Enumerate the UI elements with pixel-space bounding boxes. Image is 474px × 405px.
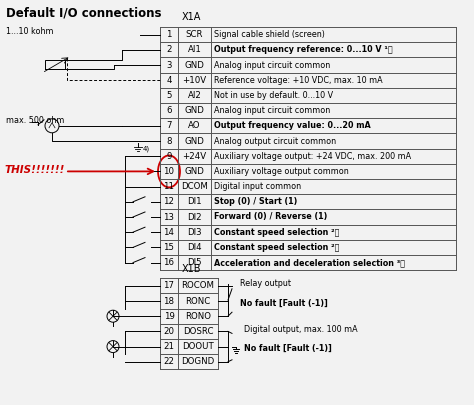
Text: 17: 17 <box>164 281 174 290</box>
Text: 1...10 kohm: 1...10 kohm <box>6 27 54 36</box>
Text: Output frequency value: 0...20 mA: Output frequency value: 0...20 mA <box>214 122 371 130</box>
Circle shape <box>107 310 119 322</box>
Text: Forward (0) / Reverse (1): Forward (0) / Reverse (1) <box>214 213 328 222</box>
Text: Auxiliary voltage output common: Auxiliary voltage output common <box>214 167 349 176</box>
Text: 14: 14 <box>164 228 174 237</box>
Text: RONC: RONC <box>185 296 210 305</box>
Text: Analog input circuit common: Analog input circuit common <box>214 106 330 115</box>
Circle shape <box>107 341 119 353</box>
Text: 13: 13 <box>164 213 174 222</box>
Text: GND: GND <box>184 106 204 115</box>
Text: 7: 7 <box>166 122 172 130</box>
Text: 20: 20 <box>164 327 174 336</box>
Text: RONO: RONO <box>185 312 211 321</box>
Text: Analog output circuit common: Analog output circuit common <box>214 136 336 145</box>
Text: 3: 3 <box>166 60 172 70</box>
Text: Default I/O connections: Default I/O connections <box>6 7 162 20</box>
Text: 19: 19 <box>164 312 174 321</box>
Text: DI3: DI3 <box>187 228 202 237</box>
Text: 4): 4) <box>143 145 150 151</box>
Text: 6: 6 <box>166 106 172 115</box>
FancyBboxPatch shape <box>45 60 65 69</box>
Text: Relay output: Relay output <box>240 279 291 288</box>
Text: DOSRC: DOSRC <box>183 327 213 336</box>
Text: AI1: AI1 <box>188 45 201 54</box>
Text: Constant speed selection ²⧯: Constant speed selection ²⧯ <box>214 243 339 252</box>
Text: Stop (0) / Start (1): Stop (0) / Start (1) <box>214 197 297 206</box>
Text: Digital output, max. 100 mA: Digital output, max. 100 mA <box>244 325 357 334</box>
Text: 10: 10 <box>164 167 174 176</box>
Text: 15: 15 <box>164 243 174 252</box>
Text: Analog input circuit common: Analog input circuit common <box>214 60 330 70</box>
Text: 5: 5 <box>166 91 172 100</box>
Text: SCR: SCR <box>186 30 203 39</box>
Text: 2: 2 <box>166 45 172 54</box>
Text: Signal cable shield (screen): Signal cable shield (screen) <box>214 30 325 39</box>
Text: 9: 9 <box>166 152 172 161</box>
Text: 4: 4 <box>166 76 172 85</box>
Text: Not in use by default. 0...10 V: Not in use by default. 0...10 V <box>214 91 333 100</box>
Text: AI2: AI2 <box>188 91 201 100</box>
Text: DOOUT: DOOUT <box>182 342 214 351</box>
Text: X1B: X1B <box>182 264 201 274</box>
Text: Acceleration and deceleration selection ³⧯: Acceleration and deceleration selection … <box>214 258 405 267</box>
Text: max. 500 ohm: max. 500 ohm <box>6 116 64 125</box>
Text: 16: 16 <box>164 258 174 267</box>
Text: DCOM: DCOM <box>181 182 208 191</box>
Text: Output frequency reference: 0...10 V ¹⧯: Output frequency reference: 0...10 V ¹⧯ <box>214 45 392 54</box>
Text: GND: GND <box>184 167 204 176</box>
Text: THIS!!!!!!!: THIS!!!!!!! <box>5 165 65 175</box>
Text: Auxiliary voltage output: +24 VDC, max. 200 mA: Auxiliary voltage output: +24 VDC, max. … <box>214 152 411 161</box>
Text: 11: 11 <box>164 182 174 191</box>
Text: Reference voltage: +10 VDC, max. 10 mA: Reference voltage: +10 VDC, max. 10 mA <box>214 76 383 85</box>
Text: DI2: DI2 <box>187 213 202 222</box>
Text: 12: 12 <box>164 197 174 206</box>
Text: 8: 8 <box>166 136 172 145</box>
Text: 21: 21 <box>164 342 174 351</box>
Text: Digital input common: Digital input common <box>214 182 301 191</box>
Text: No fault [Fault (-1)]: No fault [Fault (-1)] <box>240 298 328 307</box>
Text: DI4: DI4 <box>187 243 202 252</box>
Text: X1A: X1A <box>182 12 201 22</box>
Text: DOGND: DOGND <box>182 357 215 366</box>
Text: DI1: DI1 <box>187 197 202 206</box>
Text: +24V: +24V <box>182 152 207 161</box>
Text: AO: AO <box>188 122 201 130</box>
Text: 22: 22 <box>164 357 174 366</box>
Text: 1: 1 <box>166 30 172 39</box>
Text: ROCOM: ROCOM <box>182 281 215 290</box>
Text: Constant speed selection ²⧯: Constant speed selection ²⧯ <box>214 228 339 237</box>
Text: +10V: +10V <box>182 76 207 85</box>
Text: DI5: DI5 <box>187 258 202 267</box>
Circle shape <box>45 119 59 133</box>
Text: GND: GND <box>184 60 204 70</box>
Text: GND: GND <box>184 136 204 145</box>
Text: 18: 18 <box>164 296 174 305</box>
Text: No fault [Fault (-1)]: No fault [Fault (-1)] <box>244 344 332 353</box>
